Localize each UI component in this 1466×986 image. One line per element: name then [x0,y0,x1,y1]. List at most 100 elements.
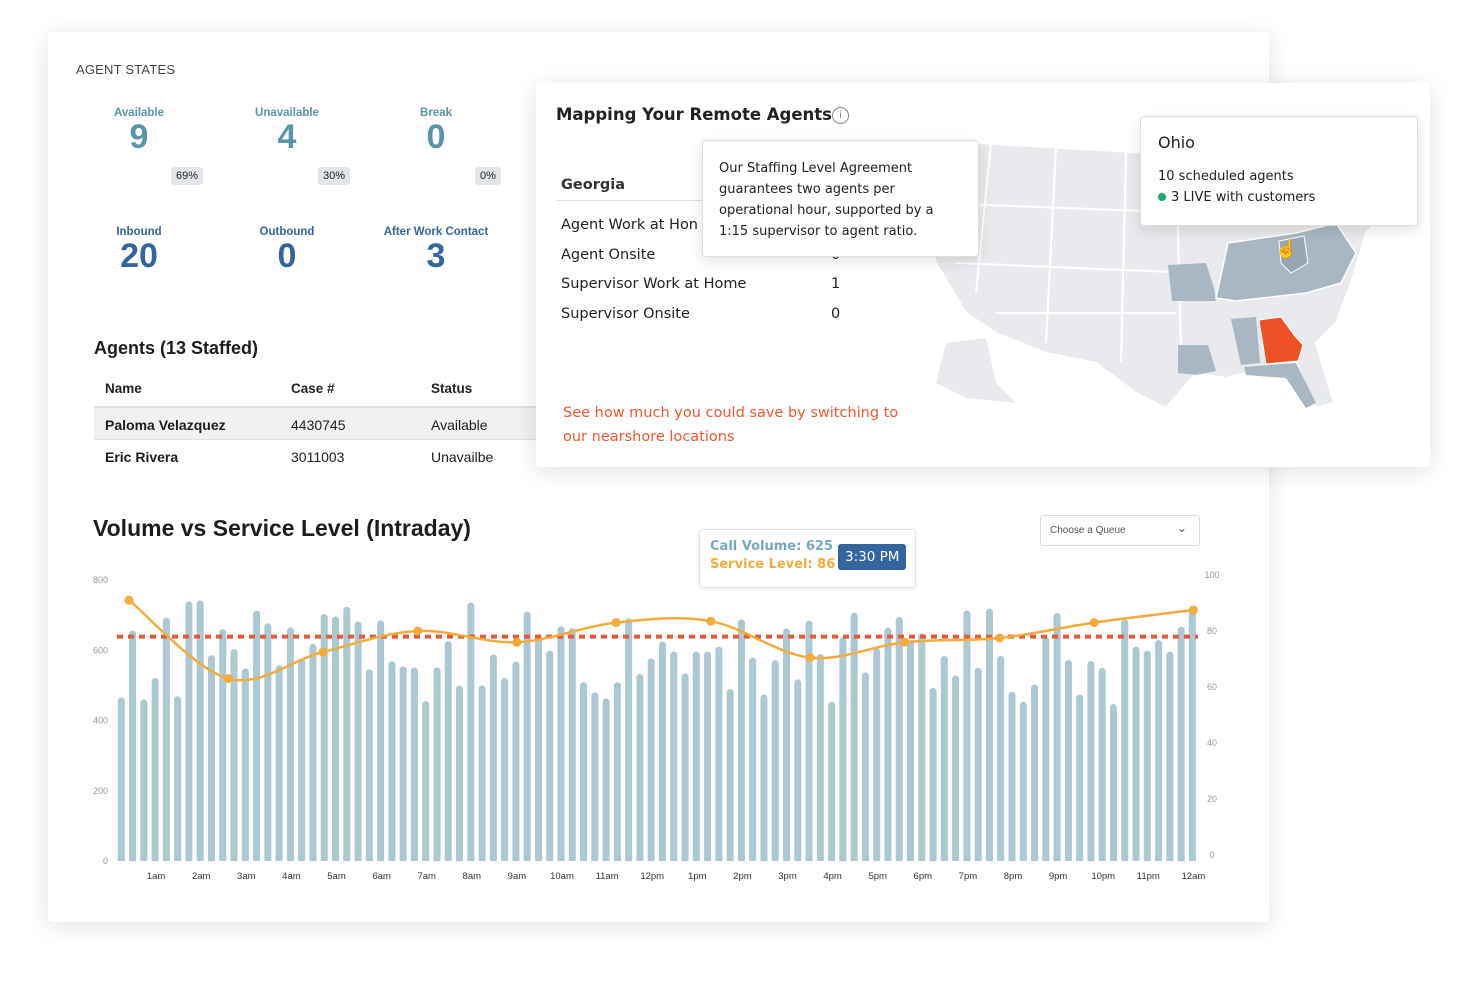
x-tick-label: 1am [147,871,166,882]
service-level-point [706,616,716,626]
volume-bar-base [230,857,238,861]
info-circle-icon[interactable]: i [832,107,849,124]
stat-label: Outbound [259,226,315,238]
volume-bar-base [985,857,993,861]
agent-case: 3011003 [291,449,345,465]
y-left-tick: 0 [103,856,108,866]
volume-bar [354,621,362,861]
queue-select[interactable]: Choose a Queue ⌄ [1040,515,1200,546]
stat-value: 3 [426,237,446,275]
stat-value: 20 [120,237,158,275]
y-right-tick: 80 [1207,626,1217,636]
volume-bar-base [241,857,249,861]
volume-bar-base [534,857,542,861]
volume-bar [783,628,790,861]
table-row[interactable]: Paloma Velazquez 4430745 Available [94,406,544,440]
volume-bar [873,648,881,861]
volume-bar-base [174,857,182,861]
x-tick-label: 2am [192,871,211,882]
live-status-dot-icon [1158,193,1166,201]
agent-name: Eric Rivera [105,449,179,465]
service-level-point [994,633,1004,643]
volume-bar-base [580,857,588,861]
volume-bar-base [816,857,824,861]
row-label: Agent Work at Hon [561,217,698,233]
x-tick-label: 12am [1182,871,1206,882]
x-tick-label: 12pm [640,871,664,882]
column-header-case[interactable]: Case # [291,381,335,396]
volume-bar [557,626,565,861]
volume-bar-base [805,857,813,861]
volume-bar-base [670,857,678,861]
queue-placeholder: Choose a Queue [1050,525,1126,536]
service-level-point [512,637,522,647]
volume-bar-base [399,857,407,861]
column-header-status[interactable]: Status [431,381,473,396]
volume-bar [1031,684,1039,861]
stat-value: 0 [426,118,446,156]
volume-bar [444,641,452,861]
x-tick-label: 4pm [823,871,842,882]
volume-bar [501,677,509,861]
volume-bar-base [940,857,948,861]
volume-bar-base [1087,857,1095,861]
volume-bar-base [1132,857,1140,861]
map-card-title: Mapping Your Remote Agents [556,105,833,124]
volume-bar [613,682,621,861]
volume-bar-base [737,857,745,861]
x-tick-label: 9am [508,871,527,882]
percent-badge: 0% [475,167,501,185]
x-tick-label: 6am [372,871,391,882]
x-tick-label: 1pm [688,871,707,882]
volume-bar [478,685,486,861]
tooltip-state: Ohio [1158,133,1195,152]
table-row[interactable]: Eric Rivera 3011003 Unavailbe [94,440,544,474]
x-tick-label: 7am [417,871,436,882]
volume-bar [816,654,824,861]
volume-bar-base [704,857,712,861]
volume-bar [1019,701,1027,861]
state-ohio [1278,235,1309,274]
column-header-name[interactable]: Name [105,381,142,396]
volume-bar-base [715,857,723,861]
volume-bar [377,620,385,861]
volume-bar [884,627,892,861]
volume-bar [1053,613,1061,861]
agent-case: 4430745 [291,417,346,433]
volume-bar-base [1031,857,1039,861]
live-agents: 3 LIVE with customers [1171,190,1316,205]
volume-bar-base [377,857,385,861]
volume-bar [219,629,227,861]
volume-bar-base [546,857,554,861]
service-level-point [805,653,815,663]
x-tick-label: 11am [596,871,619,882]
volume-bar [907,640,915,861]
volume-bar [1155,640,1163,861]
y-left-tick: 800 [93,575,108,585]
volume-bar-base [636,857,644,861]
volume-bar [715,646,723,861]
x-tick-label: 7pm [959,871,978,882]
stat-value: 0 [277,237,297,275]
row-value: 1 [831,276,841,292]
volume-bar-base [1109,857,1117,861]
nearshore-savings-link[interactable]: See how much you could save by switching… [563,405,899,445]
volume-bar-base [298,857,306,861]
volume-bar-base [1155,857,1163,861]
volume-bar-base [1143,857,1151,861]
volume-bar [737,619,745,861]
y-right-tick: 0 [1209,850,1214,860]
volume-bar [365,669,373,861]
agent-status: Unavailbe [431,449,494,465]
volume-bar-base [489,857,497,861]
volume-bar-base [196,857,204,861]
volume-bar-base [918,857,926,861]
volume-bar [794,679,802,861]
volume-bar [918,633,926,861]
volume-bar [1098,667,1106,861]
volume-bar-base [162,857,170,861]
volume-bar [410,667,418,861]
volume-bar [298,659,306,861]
x-tick-label: 10pm [1091,871,1115,882]
volume-bar [456,685,464,861]
